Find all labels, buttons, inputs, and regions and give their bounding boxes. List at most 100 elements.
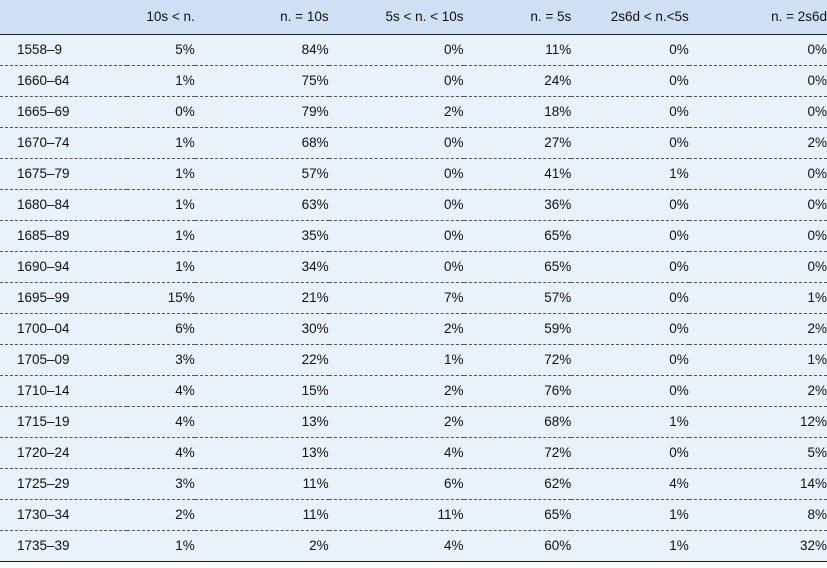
cell-equal-2s6d: 1%	[807, 352, 827, 367]
cell-equal-2s6d: 2%	[807, 135, 827, 150]
cell-period: 1670–74	[17, 135, 70, 150]
cell-equal-2s6d: 1%	[807, 290, 827, 305]
cell-between-5s-10s: 4%	[444, 445, 464, 460]
cell-between-5s-10s: 2%	[444, 414, 464, 429]
table-row: 1675–79 1% 57% 0% 41% 1% 0%	[0, 158, 827, 189]
cell-above-10s: 1%	[175, 228, 195, 243]
cell-above-10s: 15%	[167, 290, 195, 305]
cell-equal-5s: 76%	[544, 383, 572, 398]
header-row: 10s < n. n. = 10s 5s < n. < 10s n. = 5s …	[0, 0, 827, 35]
cell-equal-5s: 72%	[544, 352, 572, 367]
cell-equal-5s: 65%	[544, 228, 572, 243]
cell-equal-10s: 75%	[301, 73, 329, 88]
cell-period: 1695–99	[17, 290, 70, 305]
header-cell-equal-5s: n. = 5s	[463, 0, 572, 35]
cell-above-10s: 1%	[175, 197, 195, 212]
cell-above-10s: 3%	[175, 352, 195, 367]
cell-period: 1700–04	[17, 321, 70, 336]
cell-equal-10s: 11%	[302, 476, 329, 491]
cell-period: 1725–29	[17, 476, 70, 491]
cell-equal-2s6d: 0%	[807, 73, 827, 88]
cell-between-5s-10s: 0%	[444, 166, 464, 181]
cell-period: 1735–39	[17, 538, 70, 553]
cell-between-2s6d-5s: 1%	[669, 414, 689, 429]
cell-equal-5s: 41%	[544, 166, 572, 181]
table-row: 1670–74 1% 68% 0% 27% 0% 2%	[0, 127, 827, 158]
table-row: 1735–39 1% 2% 4% 60% 1% 32%	[0, 530, 827, 561]
cell-equal-5s: 36%	[544, 197, 572, 212]
cell-above-10s: 5%	[175, 42, 195, 57]
cell-period: 1558–9	[17, 42, 63, 57]
table-row: 1725–29 3% 11% 6% 62% 4% 14%	[0, 468, 827, 499]
cell-between-2s6d-5s: 0%	[669, 197, 689, 212]
cell-equal-2s6d: 8%	[807, 507, 827, 522]
table-row: 1720–24 4% 13% 4% 72% 0% 5%	[0, 437, 827, 468]
table-row: 1710–14 4% 15% 2% 76% 0% 2%	[0, 375, 827, 406]
cell-between-2s6d-5s: 0%	[669, 383, 689, 398]
table-row: 1715–19 4% 13% 2% 68% 1% 12%	[0, 406, 827, 437]
cell-between-5s-10s: 6%	[444, 476, 464, 491]
cell-between-2s6d-5s: 4%	[669, 476, 689, 491]
table-body: 1558–9 5% 84% 0% 11% 0% 0% 1660–64 1% 75% 0% 24% 0% 0…	[0, 34, 827, 561]
table-row: 1685–89 1% 35% 0% 65% 0% 0%	[0, 220, 827, 251]
header-cell-period	[0, 0, 128, 35]
cell-period: 1660–64	[17, 73, 70, 88]
cell-equal-2s6d: 5%	[807, 445, 827, 460]
cell-equal-5s: 24%	[544, 73, 572, 88]
cell-period: 1710–14	[17, 383, 70, 398]
cell-equal-2s6d: 12%	[799, 414, 827, 429]
cell-between-2s6d-5s: 1%	[669, 538, 689, 553]
cell-above-10s: 1%	[175, 135, 195, 150]
cell-equal-10s: 15%	[301, 383, 329, 398]
header-cell-between-5s-10s: 5s < n. < 10s	[328, 0, 464, 35]
cell-equal-10s: 68%	[301, 135, 329, 150]
table-row: 1695–99 15% 21% 7% 57% 0% 1%	[0, 282, 827, 313]
cell-between-2s6d-5s: 0%	[669, 321, 689, 336]
cell-above-10s: 6%	[175, 321, 195, 336]
header-cell-equal-2s6d: n. = 2s6d	[688, 0, 827, 35]
cell-between-2s6d-5s: 0%	[669, 259, 689, 274]
cell-above-10s: 1%	[175, 166, 195, 181]
cell-between-2s6d-5s: 0%	[669, 290, 689, 305]
table-row: 1705–09 3% 22% 1% 72% 0% 1%	[0, 344, 827, 375]
cell-above-10s: 1%	[175, 259, 195, 274]
cell-period: 1685–89	[17, 228, 70, 243]
cell-between-2s6d-5s: 0%	[669, 352, 689, 367]
cell-above-10s: 0%	[175, 104, 195, 119]
cell-equal-10s: 22%	[301, 352, 329, 367]
cell-period: 1690–94	[17, 259, 70, 274]
table-row: 1730–34 2% 11% 11% 65% 1% 8%	[0, 499, 827, 530]
cell-equal-10s: 84%	[301, 42, 329, 57]
cell-between-2s6d-5s: 0%	[669, 42, 689, 57]
cell-between-2s6d-5s: 0%	[669, 73, 689, 88]
table-row: 1700–04 6% 30% 2% 59% 0% 2%	[0, 313, 827, 344]
table-row: 1665–69 0% 79% 2% 18% 0% 0%	[0, 96, 827, 127]
cell-between-5s-10s: 1%	[444, 352, 464, 367]
cell-between-5s-10s: 7%	[444, 290, 464, 305]
cell-above-10s: 3%	[175, 476, 195, 491]
cell-period: 1720–24	[17, 445, 70, 460]
cell-between-5s-10s: 0%	[444, 259, 464, 274]
cell-between-5s-10s: 0%	[444, 197, 464, 212]
cell-equal-10s: 63%	[301, 197, 329, 212]
cell-equal-10s: 11%	[302, 507, 329, 522]
header-cell-equal-10s: n. = 10s	[194, 0, 329, 35]
cell-between-5s-10s: 0%	[444, 135, 464, 150]
table-row: 1690–94 1% 34% 0% 65% 0% 0%	[0, 251, 827, 282]
cell-equal-5s: 27%	[544, 135, 572, 150]
header-cell-above-10s: 10s < n.	[127, 0, 195, 35]
table-row: 1660–64 1% 75% 0% 24% 0% 0%	[0, 65, 827, 96]
cell-period: 1705–09	[17, 352, 70, 367]
cell-period: 1715–19	[17, 414, 70, 429]
table-row: 1558–9 5% 84% 0% 11% 0% 0%	[0, 34, 827, 65]
cell-between-2s6d-5s: 0%	[669, 228, 689, 243]
cell-between-2s6d-5s: 0%	[669, 104, 689, 119]
cell-above-10s: 1%	[175, 538, 195, 553]
cell-equal-10s: 79%	[301, 104, 329, 119]
cell-equal-5s: 18%	[544, 104, 572, 119]
cell-above-10s: 4%	[175, 414, 195, 429]
cell-equal-2s6d: 0%	[807, 42, 827, 57]
table-header: 10s < n. n. = 10s 5s < n. < 10s n. = 5s …	[0, 0, 827, 35]
cell-between-5s-10s: 0%	[444, 73, 464, 88]
